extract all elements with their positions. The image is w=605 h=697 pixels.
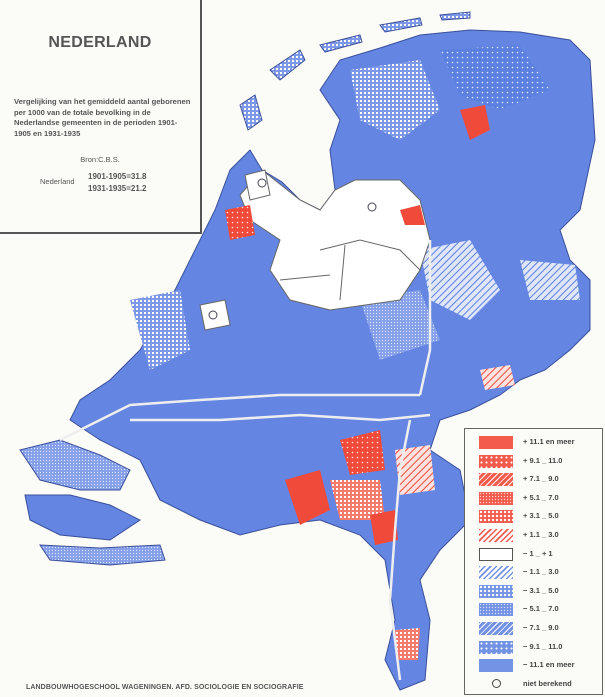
legend-label: − 7.1 _ 9.0: [523, 623, 559, 632]
region-increase: [285, 470, 330, 525]
legend-item: + 7.1 _ 9.0: [465, 472, 602, 488]
legend-label: − 1.1 _ 3.0: [523, 567, 559, 577]
region-pattern: [520, 260, 580, 300]
wieringermeer: [244, 169, 271, 201]
legend-label: − 9.1 _ 11.0: [523, 641, 563, 651]
region-pattern: [130, 290, 190, 370]
legend-swatch: [479, 622, 513, 635]
zeeland-islands: [19, 439, 131, 491]
legend-swatch: [479, 566, 513, 580]
region-increase: [330, 480, 385, 520]
legend-item: − 7.1 _ 9.0: [465, 621, 602, 637]
zeeland-walcheren: [24, 494, 141, 541]
title-box: NEDERLAND Vergelijking van het gemiddeld…: [0, 0, 202, 234]
legend-item: + 1.1 _ 3.0: [465, 528, 602, 544]
region-increase: [340, 430, 385, 475]
zeeuws-vlaanderen: [39, 544, 166, 566]
legend-item-not-calculated: niet berekend: [465, 677, 602, 693]
region-increase: [370, 510, 398, 545]
region-increase: [225, 205, 255, 240]
legend-swatch: [479, 603, 513, 617]
legend-item: + 11.1 en meer: [465, 435, 602, 451]
legend-item: + 9.1 _ 11.0: [465, 454, 602, 470]
legend-item: + 3.1 _ 5.0: [465, 509, 602, 525]
legend-label: − 5.1 _ 7.0: [523, 604, 559, 614]
legend-label: + 11.1 en meer: [523, 437, 575, 446]
region-pattern: [420, 240, 500, 320]
source-note: Bron:C.B.S.: [80, 155, 120, 164]
region-increase: [400, 205, 425, 225]
legend-item: − 5.1 _ 7.0: [465, 602, 602, 618]
legend-label: + 7.1 _ 9.0: [523, 474, 559, 484]
map-title: NEDERLAND: [48, 34, 152, 51]
legend: + 11.1 en meer + 9.1 _ 11.0 + 7.1 _ 9.0 + 5…: [464, 428, 603, 695]
legend-label: + 5.1 _ 7.0: [523, 492, 559, 502]
not-calculated-marker: [257, 178, 267, 188]
region-increase: [480, 365, 515, 390]
not-calculated-marker: [208, 310, 218, 320]
legend-label: − 3.1 _ 5.0: [523, 585, 559, 595]
legend-label: + 9.1 _ 11.0: [523, 455, 563, 465]
legend-item: − 11.1 en meer: [465, 658, 602, 674]
haarlemmermeer: [199, 299, 231, 331]
legend-item: − 1.1 _ 3.0: [465, 565, 602, 581]
circle-icon: [492, 678, 501, 688]
polder-line: [279, 239, 421, 301]
legend-label: − 11.1 en meer: [523, 660, 575, 670]
region-increase: [395, 445, 435, 495]
legend-label: + 1.1 _ 3.0: [523, 530, 559, 539]
legend-swatch: [479, 529, 513, 542]
legend-swatch: [479, 584, 513, 598]
region-increase: [460, 105, 490, 140]
legend-swatch: [479, 473, 513, 487]
national-value-1901: 1901-1905=31.8: [88, 172, 147, 181]
legend-swatch: [479, 491, 513, 505]
region-pattern: [360, 290, 440, 360]
legend-label: + 3.1 _ 5.0: [523, 511, 559, 521]
map-description: Vergelijking van het gemiddeld aantal ge…: [14, 97, 191, 138]
legend-swatch: [479, 436, 513, 449]
legend-label: niet berekend: [523, 678, 572, 688]
legend-swatch: [479, 659, 513, 673]
region-pattern: [350, 60, 440, 140]
legend-swatch: [479, 640, 513, 654]
legend-item: − 3.1 _ 5.0: [465, 584, 602, 600]
national-value-1931: 1931-1935=21.2: [88, 184, 147, 193]
legend-item: − 9.1 _ 11.0: [465, 640, 602, 656]
rivers: [59, 240, 432, 681]
national-label: Nederland: [40, 177, 75, 186]
legend-swatch: [479, 454, 513, 468]
wadden-islands: [239, 11, 471, 131]
footer-credit: LANDBOUWHOGESCHOOL WAGENINGEN. AFD. SOCI…: [26, 684, 304, 691]
region-increase: [395, 628, 420, 660]
region-pattern: [440, 45, 550, 110]
legend-item: + 5.1 _ 7.0: [465, 491, 602, 507]
legend-item: − 1 _ + 1: [465, 547, 602, 563]
not-calculated-marker: [367, 202, 377, 212]
legend-swatch: [479, 547, 513, 561]
legend-swatch: [479, 510, 513, 524]
legend-label: − 1 _ + 1: [523, 548, 553, 558]
netherlands-mainland: [69, 29, 596, 691]
